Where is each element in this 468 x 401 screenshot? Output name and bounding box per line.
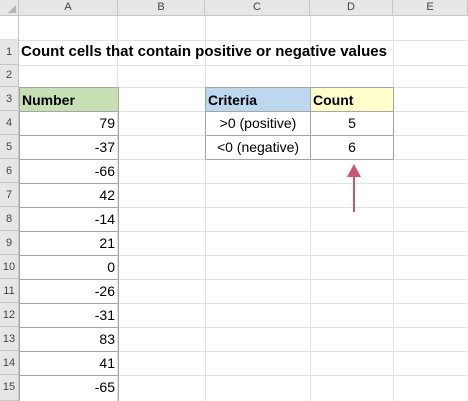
row-header-1[interactable]: 1 <box>0 40 19 65</box>
arrow-up-icon <box>347 164 361 212</box>
count-cell-positive[interactable]: 5 <box>310 111 394 136</box>
criteria-cell-positive[interactable]: >0 (positive) <box>205 111 311 136</box>
criteria-cell-negative[interactable]: <0 (negative) <box>205 135 311 160</box>
row-header-10[interactable]: 10 <box>0 255 19 279</box>
number-cell[interactable]: 83 <box>19 327 119 352</box>
row-header-12[interactable]: 12 <box>0 303 19 327</box>
number-cell[interactable]: -26 <box>19 279 119 304</box>
row-header-8[interactable]: 8 <box>0 207 19 231</box>
row-header-3[interactable]: 3 <box>0 87 19 111</box>
number-cell[interactable]: -66 <box>19 159 119 184</box>
number-cell[interactable]: 0 <box>19 255 119 280</box>
number-cell[interactable]: -14 <box>19 207 119 232</box>
number-cell[interactable]: 42 <box>19 183 119 208</box>
number-cell[interactable]: -65 <box>19 375 119 401</box>
row-header-11[interactable]: 11 <box>0 279 19 303</box>
number-header-cell[interactable]: Number <box>19 87 119 112</box>
number-cell[interactable]: 41 <box>19 351 119 376</box>
row-header-7[interactable]: 7 <box>0 183 19 207</box>
row-header-14[interactable]: 14 <box>0 351 19 375</box>
row-header-13[interactable]: 13 <box>0 327 19 351</box>
number-cell[interactable]: -37 <box>19 135 119 160</box>
select-all-corner[interactable] <box>0 0 19 16</box>
row-header-15[interactable]: 15 <box>0 375 19 401</box>
number-cell[interactable]: -31 <box>19 303 119 328</box>
criteria-header-cell[interactable]: Criteria <box>205 87 311 112</box>
row-header-6[interactable]: 6 <box>0 159 19 183</box>
number-cell[interactable]: 79 <box>19 111 119 136</box>
row-header-5[interactable]: 5 <box>0 135 19 159</box>
column-header-d[interactable]: D <box>310 0 393 16</box>
row-header-spacer <box>0 16 19 40</box>
number-cell[interactable]: 21 <box>19 231 119 256</box>
row-header-4[interactable]: 4 <box>0 111 19 135</box>
count-cell-negative[interactable]: 6 <box>310 135 394 160</box>
sheet-title[interactable]: Count cells that contain positive or neg… <box>21 43 387 60</box>
row-header-2[interactable]: 2 <box>0 65 19 87</box>
column-header-b[interactable]: B <box>118 0 205 16</box>
count-header-cell[interactable]: Count <box>310 87 394 112</box>
row-header-9[interactable]: 9 <box>0 231 19 255</box>
column-header-a[interactable]: A <box>19 0 118 16</box>
column-header-c[interactable]: C <box>205 0 310 16</box>
column-header-e[interactable]: E <box>393 0 468 16</box>
select-all-triangle-icon <box>8 5 16 13</box>
